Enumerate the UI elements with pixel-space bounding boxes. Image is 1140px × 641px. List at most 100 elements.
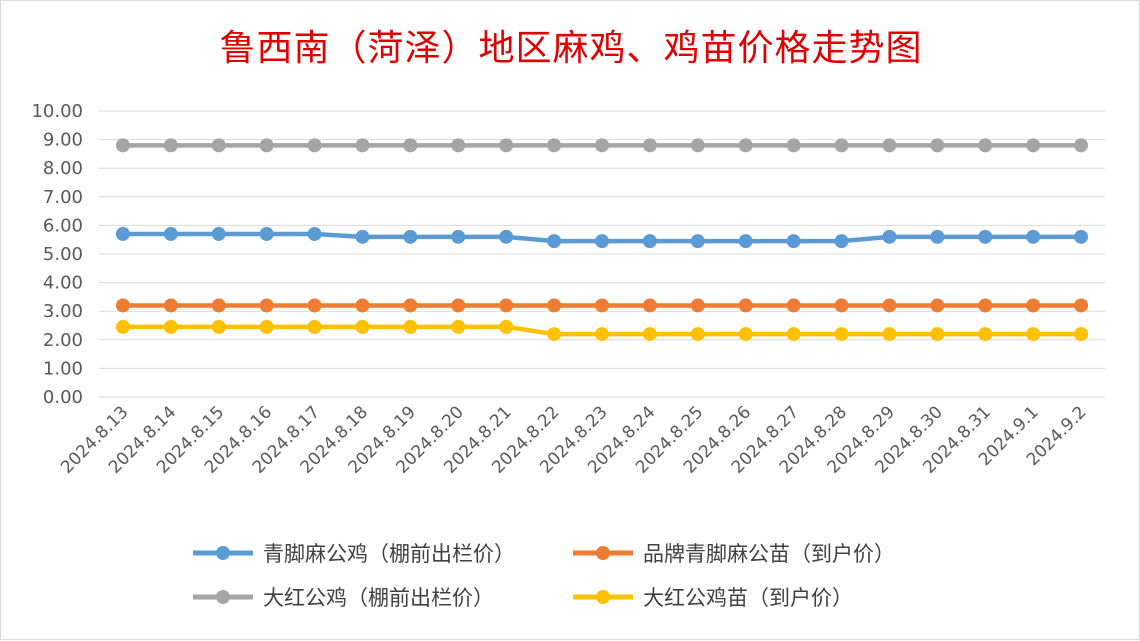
series-2	[115, 138, 1089, 153]
series-1	[115, 298, 1089, 313]
data-point	[595, 327, 609, 342]
y-tick-label: 10.00	[31, 101, 83, 122]
y-tick-label: 8.00	[43, 158, 83, 179]
y-tick-label: 1.00	[43, 358, 83, 379]
data-point	[163, 319, 178, 334]
data-point	[499, 298, 514, 313]
data-point	[211, 298, 226, 313]
data-point	[930, 327, 945, 342]
data-point	[115, 298, 130, 313]
data-point	[403, 298, 418, 313]
data-point	[115, 226, 130, 241]
data-point	[690, 298, 705, 313]
data-point	[786, 327, 801, 342]
data-point	[547, 138, 562, 153]
series-0	[115, 226, 1089, 249]
data-point	[451, 229, 466, 244]
y-tick-label: 0.00	[43, 387, 83, 408]
data-point	[499, 229, 514, 244]
data-point	[547, 298, 562, 313]
legend-swatch	[573, 590, 633, 604]
data-point	[307, 298, 322, 313]
y-tick-label: 7.00	[43, 187, 83, 208]
data-point	[690, 234, 705, 249]
legend-swatch-marker	[216, 590, 230, 604]
data-point	[1074, 229, 1089, 244]
legend-swatch-marker	[596, 546, 610, 560]
data-point	[355, 298, 370, 313]
legend-label: 大红公鸡（棚前出栏价）	[263, 586, 494, 610]
data-point	[163, 138, 178, 153]
data-point	[403, 229, 418, 244]
data-point	[403, 138, 418, 153]
data-point	[642, 234, 657, 249]
data-point	[259, 138, 274, 153]
data-point	[451, 319, 466, 334]
data-point	[1026, 327, 1041, 342]
data-point	[499, 319, 514, 334]
data-point	[642, 298, 657, 313]
data-point	[978, 138, 993, 153]
data-point	[738, 234, 753, 249]
data-point	[786, 138, 801, 153]
data-point	[834, 298, 849, 313]
data-point	[978, 229, 993, 244]
series-3	[115, 319, 1089, 342]
data-point	[930, 298, 945, 313]
data-point	[451, 298, 466, 313]
data-point	[307, 319, 322, 334]
data-point	[786, 234, 801, 249]
legend-swatch-marker	[216, 546, 230, 560]
y-tick-label: 6.00	[43, 215, 83, 236]
data-point	[451, 138, 466, 153]
data-point	[738, 327, 753, 342]
data-point	[355, 138, 370, 153]
data-point	[738, 298, 753, 313]
data-point	[834, 327, 849, 342]
data-point	[211, 138, 226, 153]
data-point	[403, 319, 418, 334]
legend-swatch-marker	[596, 590, 610, 604]
data-point	[834, 138, 849, 153]
chart-title: 鲁西南（菏泽）地区麻鸡、鸡苗价格走势图	[219, 28, 923, 69]
series-lines	[115, 138, 1089, 342]
data-point	[1026, 229, 1041, 244]
data-point	[1074, 327, 1089, 342]
legend-item-red-rooster: 大红公鸡（棚前出栏价）	[191, 581, 571, 613]
x-axis-ticks: 2024.8.132024.8.142024.8.152024.8.162024…	[57, 402, 1090, 477]
data-point	[355, 319, 370, 334]
data-point	[1074, 138, 1089, 153]
data-point	[882, 327, 897, 342]
gridlines	[99, 110, 1105, 398]
legend: 青脚麻公鸡（棚前出栏价） 品牌青脚麻公苗（到户价） 大红公鸡（棚前出栏价） 大红…	[191, 537, 991, 613]
data-point	[307, 138, 322, 153]
data-point	[115, 319, 130, 334]
legend-label: 品牌青脚麻公苗（到户价）	[643, 542, 895, 566]
data-point	[1074, 298, 1089, 313]
data-point	[930, 138, 945, 153]
data-point	[595, 298, 609, 313]
data-point	[595, 234, 609, 249]
legend-item-qingjiao-rooster: 青脚麻公鸡（棚前出栏价）	[191, 537, 571, 569]
data-point	[642, 138, 657, 153]
data-point	[1026, 298, 1041, 313]
y-axis-ticks: 0.00 1.00 2.00 3.00 4.00 5.00 6.00 7.00 8.00 9.00…	[31, 101, 83, 408]
y-tick-label: 9.00	[43, 130, 83, 151]
data-point	[690, 138, 705, 153]
legend-item-brand-chick: 品牌青脚麻公苗（到户价）	[571, 537, 951, 569]
data-point	[978, 327, 993, 342]
y-tick-label: 4.00	[43, 273, 83, 294]
legend-swatch	[193, 590, 253, 604]
data-point	[163, 226, 178, 241]
legend-item-red-chick: 大红公鸡苗（到户价）	[571, 581, 951, 613]
data-point	[259, 226, 274, 241]
data-point	[882, 138, 897, 153]
data-point	[738, 138, 753, 153]
data-point	[259, 298, 274, 313]
data-point	[642, 327, 657, 342]
data-point	[882, 229, 897, 244]
data-point	[259, 319, 274, 334]
legend-swatch	[573, 546, 633, 560]
legend-label: 大红公鸡苗（到户价）	[643, 586, 853, 610]
